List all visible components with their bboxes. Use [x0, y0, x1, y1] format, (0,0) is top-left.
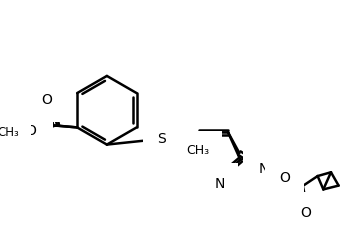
- Text: N: N: [214, 177, 225, 191]
- Text: O: O: [41, 93, 52, 107]
- Text: S: S: [157, 132, 166, 146]
- Text: N: N: [259, 162, 270, 176]
- Text: O: O: [279, 171, 290, 185]
- Text: O: O: [25, 124, 36, 138]
- Text: O: O: [301, 206, 312, 220]
- Text: F: F: [257, 133, 265, 147]
- Text: O: O: [9, 124, 20, 138]
- Text: CH₃: CH₃: [0, 126, 19, 139]
- Text: O: O: [45, 94, 56, 108]
- Text: CH₃: CH₃: [186, 144, 209, 157]
- Text: O: O: [28, 122, 39, 136]
- Text: N: N: [187, 154, 198, 168]
- Text: F: F: [257, 158, 265, 172]
- Text: F: F: [269, 144, 277, 158]
